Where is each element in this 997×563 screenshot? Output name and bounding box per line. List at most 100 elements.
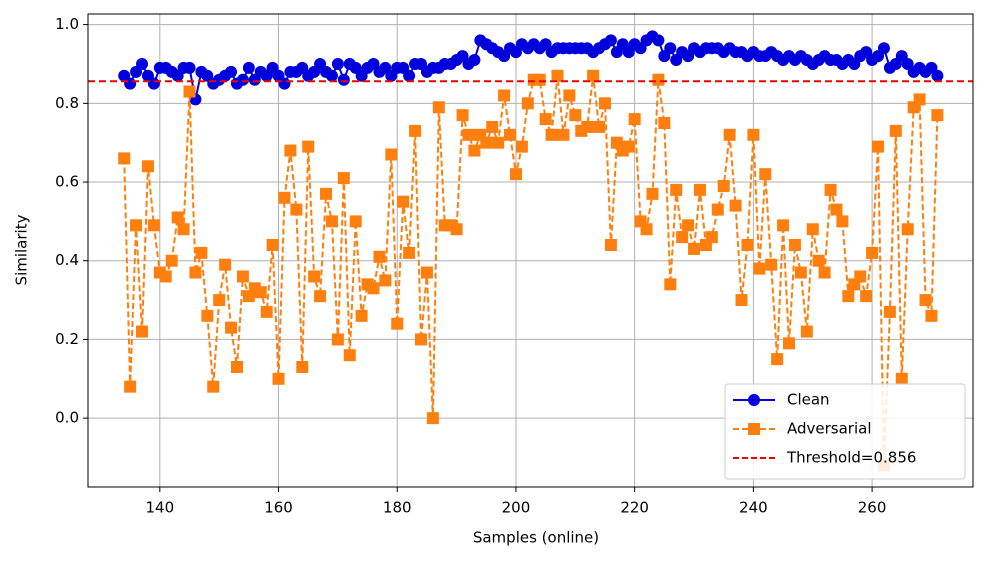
marker (931, 69, 944, 82)
marker (480, 136, 493, 149)
marker (403, 246, 416, 259)
marker (314, 290, 327, 303)
marker (895, 372, 908, 385)
marker (711, 203, 724, 216)
marker (866, 246, 879, 259)
marker (551, 69, 564, 82)
marker (349, 215, 362, 228)
x-tick-label: 260 (858, 499, 887, 517)
marker (325, 69, 338, 82)
marker (693, 183, 706, 196)
marker (883, 305, 896, 318)
y-tick-label: 0.2 (55, 330, 79, 348)
marker (189, 266, 202, 279)
marker (919, 294, 932, 307)
y-tick-label: 0.4 (55, 251, 79, 269)
marker (302, 140, 315, 153)
y-axis-label: Similarity (13, 214, 31, 285)
marker (533, 73, 546, 86)
marker (670, 183, 683, 196)
marker (931, 109, 944, 122)
marker (159, 270, 172, 283)
marker (664, 278, 677, 291)
marker (836, 215, 849, 228)
marker (124, 77, 137, 90)
x-tick-label: 160 (264, 499, 293, 517)
marker (213, 294, 226, 307)
marker (860, 290, 873, 303)
marker (236, 270, 249, 283)
marker (284, 144, 297, 157)
marker (124, 380, 137, 393)
marker (818, 266, 831, 279)
marker (628, 113, 641, 126)
marker (337, 73, 350, 86)
marker (622, 140, 635, 153)
y-tick-label: 0.6 (55, 173, 79, 191)
marker (468, 54, 481, 67)
marker (652, 73, 665, 86)
marker (278, 191, 291, 204)
y-tick-label: 1.0 (55, 15, 79, 33)
marker (735, 294, 748, 307)
marker (872, 140, 885, 153)
y-tick-label: 0.0 (55, 409, 79, 427)
x-tick-label: 180 (383, 499, 412, 517)
marker (343, 349, 356, 362)
marker (652, 34, 665, 47)
marker (581, 120, 594, 133)
marker (717, 179, 730, 192)
axes-frame (87, 13, 974, 488)
marker (741, 238, 754, 251)
x-tick-label: 220 (620, 499, 649, 517)
marker (331, 57, 344, 70)
marker (296, 360, 309, 373)
marker (136, 325, 149, 338)
marker (432, 101, 445, 114)
series (118, 30, 944, 106)
marker (373, 250, 386, 263)
series (118, 69, 944, 472)
marker (747, 128, 760, 141)
marker (325, 215, 338, 228)
marker (136, 57, 149, 70)
marker (183, 61, 196, 74)
marker (272, 372, 285, 385)
marker (397, 195, 410, 208)
marker (794, 266, 807, 279)
marker (765, 258, 778, 271)
marker (877, 42, 890, 55)
marker (337, 172, 350, 185)
marker (753, 262, 766, 275)
y-tick-label: 0.8 (55, 94, 79, 112)
marker (403, 69, 416, 82)
marker (539, 113, 552, 126)
marker (777, 219, 790, 232)
marker (925, 309, 938, 322)
marker (854, 270, 867, 283)
marker (688, 242, 701, 255)
x-axis-label: Samples (online) (473, 529, 599, 547)
marker (260, 305, 273, 318)
marker (456, 109, 469, 122)
marker (492, 136, 505, 149)
marker (236, 73, 249, 86)
marker (147, 219, 160, 232)
marker (604, 238, 617, 251)
marker (569, 109, 582, 122)
marker (414, 333, 427, 346)
marker (242, 61, 255, 74)
marker (290, 203, 303, 216)
marker (830, 203, 843, 216)
marker (207, 380, 220, 393)
marker (771, 353, 784, 366)
marker (676, 231, 689, 244)
marker (462, 128, 475, 141)
marker (901, 223, 914, 236)
marker (195, 246, 208, 259)
marker (225, 321, 238, 334)
marker (509, 168, 522, 181)
marker (118, 152, 131, 165)
marker (385, 148, 398, 161)
marker (165, 254, 178, 267)
